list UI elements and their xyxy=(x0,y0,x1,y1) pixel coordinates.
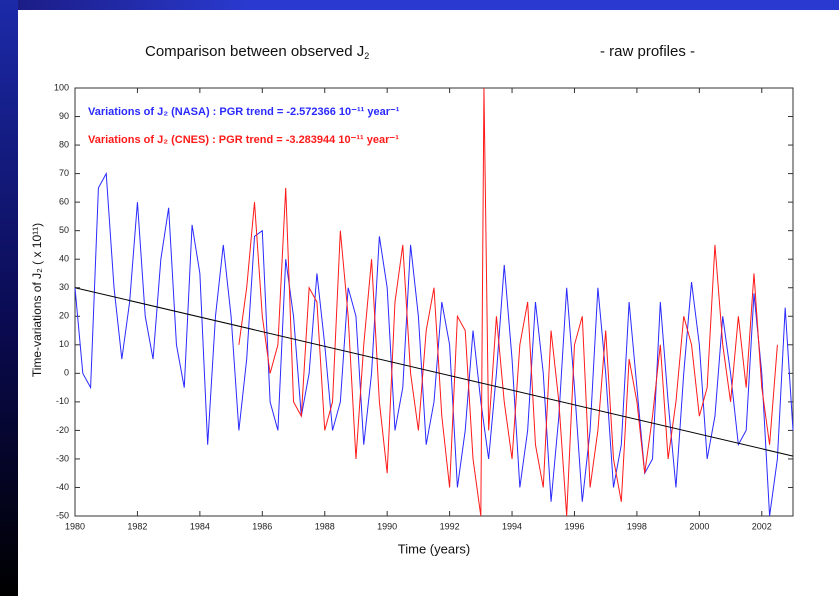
x-axis-label: Time (years) xyxy=(398,541,470,556)
y-tick-label: 60 xyxy=(59,197,69,207)
series-line xyxy=(74,171,794,517)
left-band xyxy=(0,0,18,596)
x-tick-label: 1998 xyxy=(627,521,647,531)
x-tick-label: 1990 xyxy=(377,521,397,531)
series-line xyxy=(238,87,778,517)
top-band xyxy=(0,0,839,10)
title-subscript: 2 xyxy=(364,51,369,61)
y-tick-label: 10 xyxy=(59,339,69,349)
x-tick-label: 1992 xyxy=(440,521,460,531)
x-tick-label: 1980 xyxy=(65,521,85,531)
y-tick-label: 30 xyxy=(59,282,69,292)
y-tick-label: -30 xyxy=(56,453,69,463)
x-tick-label: 2002 xyxy=(752,521,772,531)
y-tick-label: -10 xyxy=(56,396,69,406)
plot-frame xyxy=(74,87,794,517)
legend-entry: Variations of J₂ (NASA) : PGR trend = -2… xyxy=(88,106,400,118)
x-tick-label: 2000 xyxy=(689,521,709,531)
y-tick-label: -50 xyxy=(56,510,69,520)
legend-entry: Variations of J₂ (CNES) : PGR trend = -3… xyxy=(88,134,399,146)
y-axis-label: Time-variations of J₂ ( x 10¹¹) xyxy=(30,223,44,377)
title-text: Comparison between observed J xyxy=(145,43,364,60)
x-tick-label: 1988 xyxy=(315,521,335,531)
trend-line xyxy=(74,287,794,457)
x-tick-label: 1982 xyxy=(127,521,147,531)
y-tick-label: -40 xyxy=(56,482,69,492)
x-tick-label: 1996 xyxy=(564,521,584,531)
y-tick-label: 50 xyxy=(59,225,69,235)
y-tick-label: 40 xyxy=(59,254,69,264)
y-tick-label: 70 xyxy=(59,168,69,178)
y-tick-label: 0 xyxy=(64,368,69,378)
x-tick-label: 1986 xyxy=(252,521,272,531)
y-tick-label: 100 xyxy=(54,82,69,92)
chart-subtitle: - raw profiles - xyxy=(600,43,695,60)
y-tick-label: 90 xyxy=(59,111,69,121)
x-tick-label: 1994 xyxy=(502,521,522,531)
chart-title: Comparison between observed J2 xyxy=(145,43,369,61)
y-tick-label: 80 xyxy=(59,139,69,149)
x-tick-label: 1984 xyxy=(190,521,210,531)
y-tick-label: 20 xyxy=(59,311,69,321)
y-tick-label: -20 xyxy=(56,425,69,435)
